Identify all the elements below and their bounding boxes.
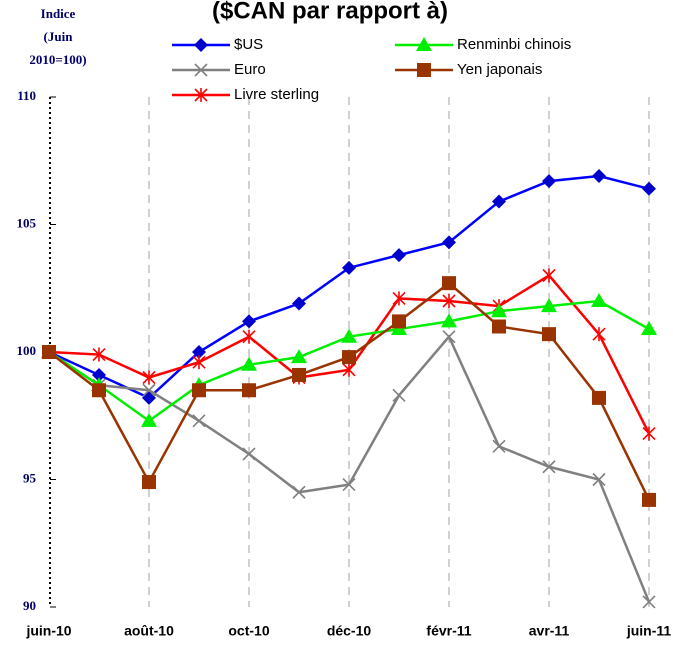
marker bbox=[291, 349, 307, 364]
marker bbox=[194, 38, 208, 52]
marker bbox=[242, 447, 256, 461]
marker bbox=[392, 314, 406, 329]
marker-stroke bbox=[542, 460, 556, 474]
marker-stroke bbox=[492, 439, 506, 453]
marker bbox=[342, 478, 356, 492]
legend-label: $US bbox=[234, 36, 263, 53]
legend-label: Euro bbox=[234, 61, 266, 78]
chart-title: ($CAN par rapport à) bbox=[212, 0, 448, 24]
marker bbox=[392, 248, 406, 263]
marker bbox=[592, 327, 606, 342]
marker bbox=[642, 426, 656, 441]
marker bbox=[542, 174, 556, 189]
marker bbox=[341, 328, 357, 343]
marker bbox=[342, 350, 356, 365]
marker bbox=[192, 414, 206, 428]
marker bbox=[492, 194, 506, 209]
marker bbox=[392, 291, 406, 306]
marker-stroke bbox=[442, 330, 456, 344]
x-tick-label: avr-11 bbox=[529, 623, 570, 639]
marker bbox=[441, 313, 457, 328]
y-tick-label: 100 bbox=[17, 343, 37, 358]
marker bbox=[542, 327, 556, 342]
marker bbox=[541, 298, 557, 313]
marker bbox=[242, 383, 256, 398]
marker bbox=[642, 492, 656, 507]
marker bbox=[442, 235, 456, 250]
marker bbox=[142, 370, 156, 385]
x-tick-label: févr-11 bbox=[426, 623, 471, 639]
marker-stroke bbox=[342, 478, 356, 492]
y-tick-label: 95 bbox=[23, 470, 37, 485]
marker bbox=[192, 355, 206, 370]
marker bbox=[92, 367, 106, 382]
marker-stroke bbox=[592, 472, 606, 487]
marker bbox=[142, 383, 156, 397]
marker bbox=[192, 383, 206, 398]
y-tick-label: 105 bbox=[17, 215, 37, 230]
y-axis-label: (Juin bbox=[44, 29, 74, 44]
marker bbox=[241, 356, 257, 371]
marker bbox=[592, 169, 606, 184]
marker bbox=[642, 595, 656, 609]
y-tick-label: 110 bbox=[17, 88, 36, 103]
y-axis-label: 2010=100) bbox=[29, 52, 86, 67]
marker bbox=[442, 294, 456, 308]
marker bbox=[592, 472, 606, 487]
marker bbox=[194, 63, 208, 77]
marker bbox=[141, 412, 157, 427]
marker bbox=[142, 475, 156, 490]
marker bbox=[42, 345, 56, 359]
marker bbox=[542, 268, 556, 283]
y-tick-label: 90 bbox=[23, 598, 36, 613]
marker bbox=[642, 181, 656, 196]
marker-stroke bbox=[194, 63, 208, 77]
legend-label: Livre sterling bbox=[234, 86, 319, 103]
marker bbox=[292, 296, 306, 311]
marker-stroke bbox=[642, 595, 656, 609]
marker bbox=[92, 347, 106, 362]
marker bbox=[342, 362, 356, 377]
marker bbox=[492, 319, 506, 334]
marker bbox=[442, 276, 456, 291]
marker bbox=[442, 330, 456, 344]
x-tick-label: août-10 bbox=[124, 623, 174, 639]
marker bbox=[242, 329, 256, 344]
marker bbox=[492, 439, 506, 453]
x-tick-label: oct-10 bbox=[228, 623, 269, 639]
marker bbox=[92, 383, 106, 398]
marker bbox=[192, 345, 206, 359]
legend-label: Renminbi chinois bbox=[457, 36, 571, 53]
y-axis-label: Indice bbox=[41, 6, 76, 21]
marker-stroke bbox=[242, 447, 256, 461]
marker-stroke bbox=[192, 414, 206, 428]
x-tick-label: juin-10 bbox=[25, 623, 71, 639]
marker bbox=[491, 303, 507, 318]
x-tick-label: déc-10 bbox=[327, 623, 372, 639]
marker-stroke bbox=[142, 383, 156, 397]
marker bbox=[194, 88, 208, 102]
marker bbox=[392, 388, 406, 402]
marker bbox=[342, 260, 356, 275]
marker bbox=[591, 293, 607, 307]
marker bbox=[242, 314, 256, 329]
marker-stroke bbox=[292, 485, 306, 499]
legend-label: Yen japonais bbox=[457, 61, 542, 78]
marker bbox=[592, 390, 606, 405]
marker-stroke bbox=[392, 388, 406, 402]
marker bbox=[292, 367, 306, 382]
marker bbox=[416, 37, 432, 51]
marker bbox=[542, 460, 556, 474]
marker bbox=[292, 485, 306, 499]
x-tick-label: juin-11 bbox=[626, 623, 672, 639]
marker bbox=[641, 321, 657, 336]
marker bbox=[417, 63, 431, 77]
